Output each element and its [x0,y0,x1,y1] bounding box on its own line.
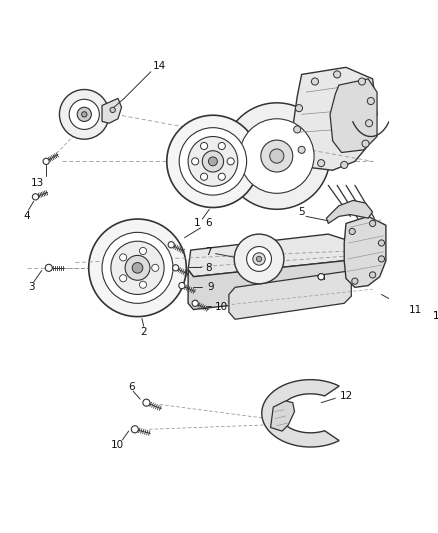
Text: 6: 6 [205,219,212,229]
Text: 6: 6 [128,382,134,392]
Circle shape [370,272,376,278]
Circle shape [318,159,325,167]
Circle shape [102,232,173,303]
Text: 4: 4 [23,212,30,221]
Circle shape [378,256,385,262]
Circle shape [201,142,208,150]
Circle shape [132,263,143,273]
Circle shape [60,90,109,139]
Polygon shape [188,234,350,277]
Circle shape [208,157,217,166]
Circle shape [341,161,348,168]
Circle shape [240,119,314,193]
Circle shape [111,241,164,294]
Circle shape [223,103,330,209]
Circle shape [349,228,355,235]
Text: 2: 2 [141,327,147,337]
Text: 14: 14 [153,61,166,70]
Circle shape [352,278,358,284]
Text: 7: 7 [205,247,212,257]
Text: 11: 11 [432,311,438,321]
Circle shape [125,255,150,280]
Circle shape [253,253,265,265]
Circle shape [152,264,159,271]
Circle shape [311,78,318,85]
Circle shape [358,78,366,85]
Polygon shape [344,216,386,287]
Circle shape [179,282,185,289]
Circle shape [139,281,147,288]
Circle shape [378,240,385,246]
Text: 13: 13 [31,177,44,188]
Circle shape [89,219,186,317]
Polygon shape [271,401,294,431]
Polygon shape [188,261,350,310]
Circle shape [32,194,39,200]
Circle shape [256,256,262,262]
Text: 5: 5 [298,207,305,217]
Polygon shape [102,99,121,123]
Circle shape [188,136,238,186]
Circle shape [192,300,198,306]
Text: 12: 12 [339,391,353,401]
Circle shape [234,234,284,284]
Polygon shape [229,271,351,319]
Circle shape [192,158,199,165]
Polygon shape [326,200,373,223]
Circle shape [131,426,138,433]
Circle shape [362,140,369,147]
Circle shape [293,126,301,133]
Circle shape [43,158,49,165]
Circle shape [120,254,127,261]
Circle shape [366,120,373,127]
Text: 8: 8 [205,263,212,273]
Circle shape [173,265,179,271]
Text: 10: 10 [215,302,228,312]
Circle shape [167,115,259,207]
Circle shape [201,173,208,180]
Circle shape [110,107,115,112]
Circle shape [218,173,225,180]
Circle shape [295,104,303,112]
Text: 11: 11 [409,305,422,316]
Circle shape [69,99,99,130]
Circle shape [81,112,87,117]
Text: 9: 9 [208,282,215,292]
Circle shape [370,220,376,227]
Circle shape [120,274,127,282]
Circle shape [77,107,92,122]
Circle shape [168,241,174,248]
Circle shape [270,149,284,163]
Text: 10: 10 [110,440,124,450]
Text: 1: 1 [194,219,200,229]
Polygon shape [262,379,339,447]
Circle shape [318,273,324,280]
Circle shape [179,128,247,195]
Circle shape [139,247,147,254]
Circle shape [247,247,272,271]
Polygon shape [293,67,377,170]
Polygon shape [330,79,377,152]
Circle shape [318,273,324,280]
Circle shape [227,158,234,165]
Text: 3: 3 [28,282,34,292]
Circle shape [45,264,53,271]
Circle shape [202,151,223,172]
Text: 11: 11 [432,311,438,321]
Circle shape [298,146,305,154]
Circle shape [218,142,225,150]
Circle shape [143,399,150,406]
Circle shape [261,140,293,172]
Circle shape [334,71,341,78]
Circle shape [367,98,374,104]
